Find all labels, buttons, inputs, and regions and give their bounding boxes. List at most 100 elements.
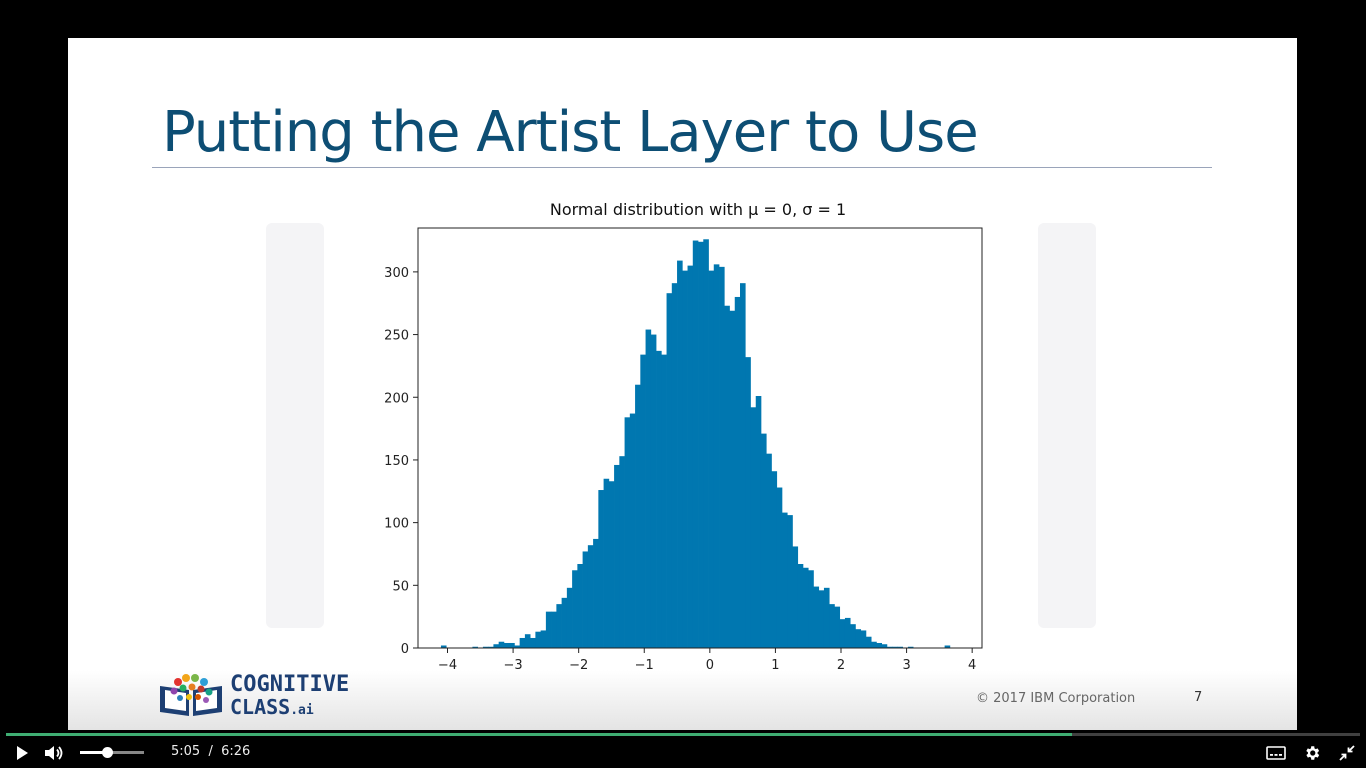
y-tick-label: 150 [384,454,409,469]
histogram-bar [750,407,757,648]
x-tick-label: −1 [635,658,654,673]
current-time: 5:05 [171,744,201,759]
histogram-bar [598,490,604,648]
settings-button[interactable] [1298,737,1326,768]
histogram-bar [608,481,615,648]
histogram-bar [792,546,799,648]
histogram-bar [440,645,447,648]
histogram-bar [823,587,830,648]
duration: 6:26 [221,744,251,759]
histogram-bar [493,644,500,648]
video-frame-slide: Putting the Artist Layer to Use Normal d… [68,38,1297,730]
histogram-bar [650,334,657,648]
histogram-bar [855,629,862,648]
histogram-bar [587,545,594,648]
y-tick-label: 250 [384,329,409,344]
histogram-bar [740,283,746,648]
histogram-bar [729,310,736,648]
x-axis: −4 −3 −2 −1 0 1 2 3 4 [438,648,976,673]
histogram-bar [629,413,636,648]
exit-fullscreen-icon [1339,744,1355,761]
x-tick-label: 2 [837,658,845,673]
play-button[interactable] [8,737,36,768]
histogram-bar [482,646,489,648]
histogram-bar [776,487,783,648]
play-icon [17,745,28,760]
volume-slider-fill [80,751,107,754]
histogram-bar [886,646,893,648]
histogram-bar [944,645,951,648]
histogram-bar [797,564,804,648]
y-tick-label: 100 [384,517,409,532]
histogram-bar [734,296,741,648]
y-tick-label: 200 [384,391,409,406]
histogram-bar [713,264,720,648]
slide-title: Putting the Artist Layer to Use [162,100,979,165]
histogram-bar [703,239,709,649]
histogram-bar [509,642,515,648]
time-separator: / [208,744,213,759]
histogram-bar [787,515,793,648]
histogram-bar [865,636,872,648]
histogram-bar [488,646,494,648]
background-ghost-shape-right [1038,223,1096,628]
histogram-bar [624,417,631,648]
histogram-bar [724,305,730,648]
histogram-bar [871,641,877,648]
histogram-bar [524,634,531,648]
histogram-bar [519,637,526,648]
histogram-bar [561,597,568,648]
mute-button[interactable] [40,737,68,768]
x-tick-label: −4 [438,658,457,673]
y-axis: 0 50 100 150 200 250 300 [384,266,418,657]
histogram-bar [818,590,825,648]
histogram-bar [645,329,652,648]
video-progress-fill [6,733,1072,736]
histogram-bar [593,538,599,648]
histogram-bar [551,611,557,648]
histogram-bar [640,354,646,648]
histogram-bar [860,630,867,648]
histogram-bar [802,567,809,648]
logo-text-class-main: CLASS [230,695,291,719]
histogram-bar [540,630,547,648]
video-progress-bar[interactable] [6,733,1360,736]
x-tick-label: −3 [504,658,523,673]
volume-icon [45,745,63,760]
histogram-bar [666,293,673,648]
title-divider [152,167,1212,168]
y-tick-label: 0 [401,642,409,657]
histogram-bar [755,396,762,648]
histogram-bar [503,642,510,648]
histogram-bar [535,631,541,648]
time-display: 5:05 / 6:26 [171,744,250,759]
y-tick-label: 300 [384,266,409,281]
histogram-bar [897,646,903,648]
book-brain-icon [160,674,222,716]
histogram-bar [566,587,573,648]
exit-fullscreen-button[interactable] [1333,737,1361,768]
histogram-bar [834,606,841,648]
histogram-bar [808,570,814,648]
histogram-bar [514,645,521,648]
volume-slider-handle[interactable] [101,747,113,758]
plot-frame [417,227,983,649]
chart-title: Normal distribution with μ = 0, σ = 1 [550,200,846,219]
histogram-bar [698,241,704,648]
histogram-bar [745,357,751,648]
x-tick-label: 3 [902,658,910,673]
player-controls: 5:05 / 6:26 [0,737,1366,768]
x-tick-label: 1 [771,658,779,673]
volume-slider[interactable] [80,747,144,758]
x-tick-label: 0 [706,658,714,673]
histogram-bar [614,464,620,648]
slide-bottom-fade [68,670,1297,730]
captions-button[interactable] [1262,737,1290,768]
histogram-bar [619,456,625,648]
histogram-bar [682,270,688,648]
histogram-bar [719,266,725,648]
histogram-bar [498,641,505,648]
histogram-bar [671,283,678,648]
histogram-bar [844,617,851,648]
